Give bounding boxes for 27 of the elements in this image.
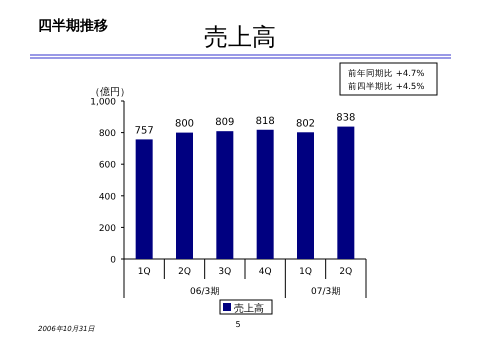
- y-tick-label: 600: [98, 160, 116, 171]
- x-tick-label: 3Q: [218, 267, 232, 277]
- text: 5: [235, 320, 241, 329]
- y-tick-label: 0: [110, 256, 116, 266]
- x-tick-label: 1Q: [299, 267, 312, 277]
- y-tick-label: 200: [98, 224, 116, 234]
- y-tick-label: 400: [98, 192, 116, 202]
- data-label: 757: [134, 125, 154, 136]
- x-tick-label: 1Q: [138, 267, 151, 277]
- text: 06/3期: [190, 286, 220, 297]
- x-tick-label: 2Q: [178, 267, 191, 277]
- text: 07/3期: [311, 286, 340, 297]
- chart-title: 売上高: [204, 23, 276, 51]
- chart-subtitle: 四半期推移: [38, 18, 108, 34]
- y-axis-title: （億円）: [90, 86, 130, 98]
- data-label: 809: [215, 117, 234, 128]
- x-tick-label: 2Q: [339, 267, 352, 277]
- data-label: 838: [336, 112, 356, 124]
- legend: 売上高: [220, 300, 272, 314]
- text: 前年同期比 +4.7%: [348, 68, 424, 79]
- data-label: 818: [256, 116, 275, 127]
- data-label: 800: [174, 118, 194, 130]
- x-tick-label: 4Q: [258, 267, 272, 277]
- y-tick-label: 800: [98, 129, 116, 140]
- data-label: 802: [296, 118, 316, 130]
- y-tick-label: 1,000: [90, 98, 116, 108]
- legend-label: 売上高: [234, 302, 264, 314]
